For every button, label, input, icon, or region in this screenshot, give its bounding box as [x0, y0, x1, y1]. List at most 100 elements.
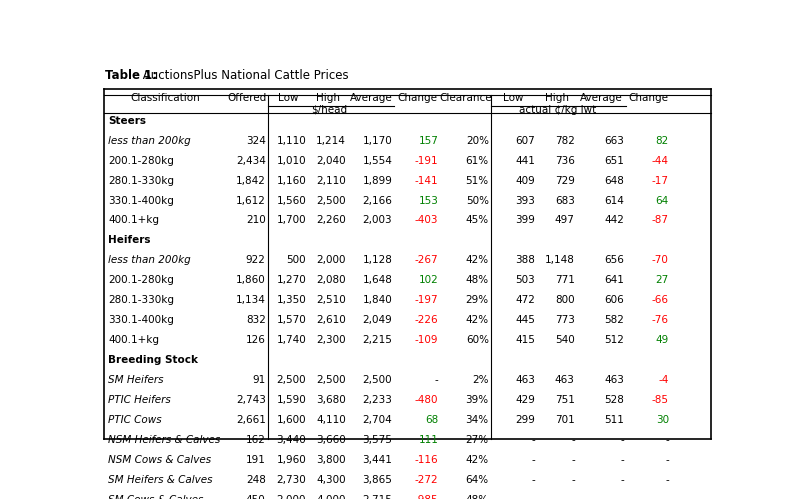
Text: 511: 511: [604, 415, 624, 425]
Text: 1,160: 1,160: [277, 176, 306, 186]
Text: 2,215: 2,215: [362, 335, 393, 345]
Text: Clearance: Clearance: [439, 92, 492, 102]
Text: 2,434: 2,434: [236, 156, 266, 166]
Text: 82: 82: [656, 136, 668, 146]
Text: 27: 27: [656, 275, 668, 285]
Text: NSM Cows & Calves: NSM Cows & Calves: [109, 455, 212, 465]
Text: 2,003: 2,003: [362, 216, 393, 226]
Text: 2,510: 2,510: [316, 295, 347, 305]
Text: -4: -4: [658, 375, 668, 385]
Text: 2,080: 2,080: [316, 275, 347, 285]
Text: 1,612: 1,612: [236, 196, 266, 206]
Text: Low: Low: [278, 92, 298, 102]
Text: 1,600: 1,600: [277, 415, 306, 425]
Text: Change: Change: [397, 92, 437, 102]
Text: 248: 248: [246, 475, 266, 485]
Text: 60%: 60%: [465, 335, 488, 345]
Text: 30: 30: [656, 415, 668, 425]
Text: -70: -70: [652, 255, 668, 265]
Text: -: -: [571, 455, 575, 465]
Text: Table 1:: Table 1:: [105, 69, 157, 82]
Text: -: -: [571, 495, 575, 499]
Text: 45%: 45%: [465, 216, 488, 226]
Text: 91: 91: [252, 375, 266, 385]
Text: -985: -985: [415, 495, 439, 499]
Text: 463: 463: [555, 375, 575, 385]
Text: 3,575: 3,575: [362, 435, 393, 445]
Text: 2%: 2%: [473, 375, 488, 385]
Text: Low: Low: [504, 92, 524, 102]
Text: 701: 701: [555, 415, 575, 425]
Text: 200.1-280kg: 200.1-280kg: [109, 156, 174, 166]
Text: -44: -44: [652, 156, 668, 166]
Text: 191: 191: [246, 455, 266, 465]
Text: $/head: $/head: [312, 105, 347, 115]
Text: 771: 771: [555, 275, 575, 285]
Text: 64%: 64%: [465, 475, 488, 485]
Text: 800: 800: [555, 295, 575, 305]
Text: 773: 773: [555, 315, 575, 325]
Text: -: -: [620, 495, 624, 499]
Text: 3,440: 3,440: [277, 435, 306, 445]
Text: 2,610: 2,610: [316, 315, 347, 325]
Text: 2,500: 2,500: [316, 375, 347, 385]
Text: 472: 472: [515, 295, 534, 305]
Text: -17: -17: [652, 176, 668, 186]
Text: 1,960: 1,960: [277, 455, 306, 465]
Text: 3,680: 3,680: [316, 395, 347, 405]
Text: 500: 500: [286, 255, 306, 265]
Text: 512: 512: [604, 335, 624, 345]
Text: -: -: [571, 435, 575, 445]
Text: 445: 445: [515, 315, 534, 325]
Text: -109: -109: [415, 335, 439, 345]
Text: 299: 299: [515, 415, 534, 425]
Text: 210: 210: [246, 216, 266, 226]
Text: -: -: [531, 475, 534, 485]
Text: 503: 503: [515, 275, 534, 285]
Text: Breeding Stock: Breeding Stock: [109, 355, 198, 365]
Text: 126: 126: [246, 335, 266, 345]
Text: 388: 388: [515, 255, 534, 265]
Text: -: -: [531, 435, 534, 445]
Text: Change: Change: [628, 92, 668, 102]
Text: -87: -87: [652, 216, 668, 226]
Text: 1,010: 1,010: [277, 156, 306, 166]
Text: NSM Heifers & Calves: NSM Heifers & Calves: [109, 435, 220, 445]
Text: -85: -85: [652, 395, 668, 405]
Text: 663: 663: [604, 136, 624, 146]
Text: 2,500: 2,500: [277, 375, 306, 385]
Text: 651: 651: [604, 156, 624, 166]
Text: 27%: 27%: [465, 435, 488, 445]
Text: 61%: 61%: [465, 156, 488, 166]
Text: 683: 683: [555, 196, 575, 206]
Text: 3,800: 3,800: [316, 455, 347, 465]
Text: 153: 153: [419, 196, 439, 206]
Text: 102: 102: [419, 275, 439, 285]
Text: 2,715: 2,715: [362, 495, 393, 499]
Text: 2,040: 2,040: [316, 156, 347, 166]
Text: 729: 729: [555, 176, 575, 186]
Text: -: -: [435, 375, 439, 385]
Text: 2,049: 2,049: [362, 315, 393, 325]
Text: PTIC Heifers: PTIC Heifers: [109, 395, 171, 405]
Text: 1,170: 1,170: [362, 136, 393, 146]
Text: 1,128: 1,128: [362, 255, 393, 265]
Text: Average: Average: [350, 92, 393, 102]
Text: 2,000: 2,000: [316, 255, 347, 265]
Text: 48%: 48%: [465, 275, 488, 285]
Text: 614: 614: [604, 196, 624, 206]
Text: -267: -267: [415, 255, 439, 265]
Text: AuctionsPlus National Cattle Prices: AuctionsPlus National Cattle Prices: [139, 69, 349, 82]
Text: 42%: 42%: [465, 455, 488, 465]
Text: 442: 442: [604, 216, 624, 226]
Text: Average: Average: [580, 92, 623, 102]
Text: 1,842: 1,842: [236, 176, 266, 186]
Text: -: -: [531, 455, 534, 465]
Text: 1,270: 1,270: [277, 275, 306, 285]
Text: 1,648: 1,648: [362, 275, 393, 285]
Text: 2,704: 2,704: [362, 415, 393, 425]
Text: 393: 393: [515, 196, 534, 206]
Text: 280.1-330kg: 280.1-330kg: [109, 295, 174, 305]
Text: 1,110: 1,110: [277, 136, 306, 146]
Text: 441: 441: [515, 156, 534, 166]
